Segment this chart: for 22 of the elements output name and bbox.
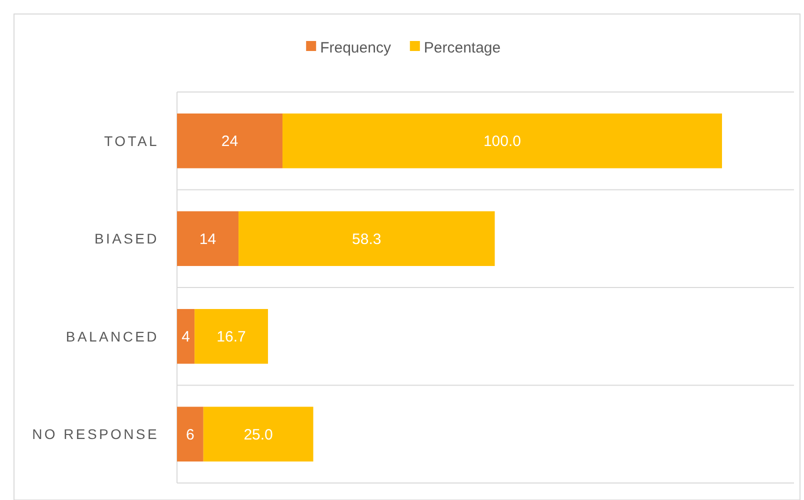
legend-label: Frequency <box>320 39 392 56</box>
bar <box>177 309 195 364</box>
bar <box>177 114 282 168</box>
bar <box>203 406 314 462</box>
y-tick-label: TOTAL <box>104 132 159 149</box>
bar <box>177 406 204 462</box>
data-label: 4 <box>182 328 190 346</box>
bar <box>282 114 722 168</box>
y-tick-label: NO RESPONSE <box>32 426 159 442</box>
legend-label: Percentage <box>424 39 501 56</box>
y-tick-label: BIASED <box>94 230 159 247</box>
data-label: 100.0 <box>483 133 522 150</box>
data-label: 58.3 <box>352 230 382 248</box>
data-label: 25.0 <box>244 426 273 444</box>
bar <box>238 211 495 266</box>
data-label: 24 <box>221 133 238 150</box>
bar <box>194 309 268 364</box>
y-tick-label: BALANCED <box>66 328 159 344</box>
data-label: 14 <box>199 230 216 248</box>
bar <box>177 211 239 266</box>
data-label: 6 <box>186 426 194 444</box>
data-label: 16.7 <box>216 328 246 346</box>
